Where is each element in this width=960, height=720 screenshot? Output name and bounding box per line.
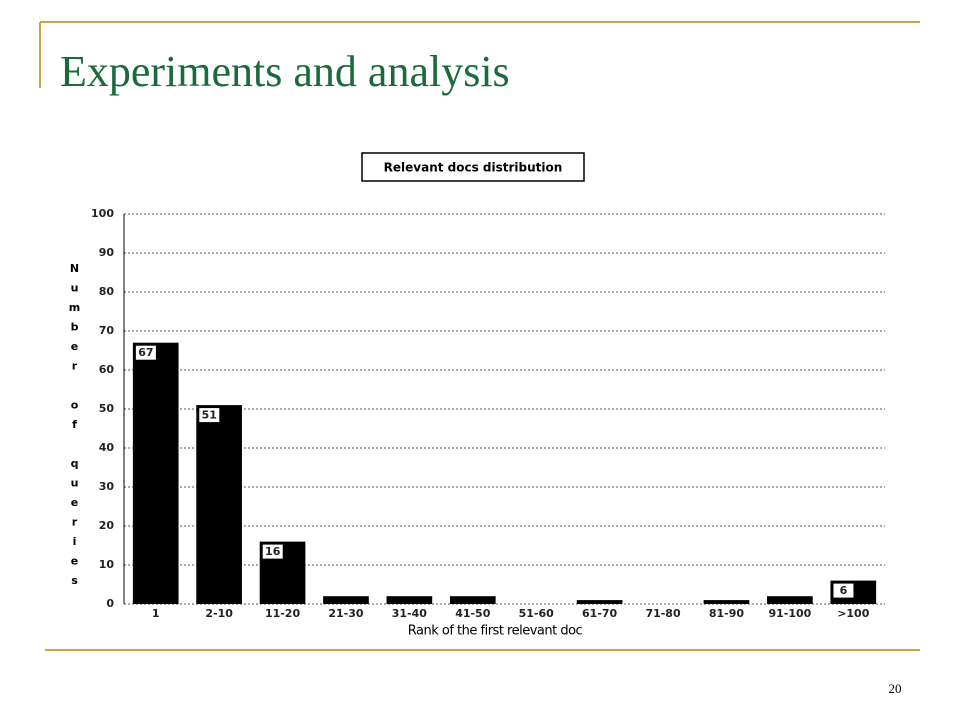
bar: [703, 600, 750, 604]
x-tick-label: 61-70: [582, 607, 618, 620]
x-tick-label: 41-50: [455, 607, 491, 620]
y-axis-label: Number of queries: [68, 262, 81, 594]
x-tick-label: 1: [152, 607, 160, 620]
x-tick-label: 2-10: [205, 607, 233, 620]
data-label-box: [833, 583, 854, 598]
data-label-box: [135, 345, 156, 360]
y-tick-label: 10: [99, 558, 115, 571]
x-tick-label: 11-20: [265, 607, 301, 620]
y-tick-label: 100: [91, 207, 114, 220]
y-tick-label: 0: [106, 597, 114, 610]
bar: [576, 600, 623, 604]
data-label: 51: [202, 409, 217, 422]
x-tick-label: 21-30: [328, 607, 364, 620]
data-label-box: [199, 408, 220, 423]
y-tick-label: 90: [99, 246, 115, 259]
bar: [132, 342, 179, 604]
chart-title-box: [361, 152, 585, 182]
bar: [386, 596, 433, 604]
x-tick-label: 31-40: [392, 607, 428, 620]
bar: [196, 405, 242, 604]
x-tick-label: 81-90: [709, 607, 745, 620]
bar: [323, 596, 369, 604]
x-tick-label: 71-80: [645, 607, 681, 620]
y-tick-label: 20: [99, 519, 115, 532]
x-axis-label: Rank of the first relevant doc: [408, 624, 583, 639]
bar: [449, 596, 496, 604]
y-tick-label: 70: [99, 324, 115, 337]
x-tick-label: 51-60: [519, 607, 555, 620]
y-tick-label: 30: [99, 480, 115, 493]
bar: [767, 596, 813, 604]
data-label-box: [262, 544, 283, 559]
data-label: 16: [265, 545, 281, 558]
y-tick-label: 50: [99, 402, 115, 415]
data-label: 67: [138, 346, 153, 359]
x-tick-label: 91-100: [768, 607, 811, 620]
chart-title: Relevant docs distribution: [384, 161, 563, 175]
slide-title: Experiments and analysis: [60, 47, 510, 96]
x-tick-label: >100: [837, 607, 870, 620]
y-tick-label: 40: [99, 441, 115, 454]
y-tick-label: 80: [99, 285, 115, 298]
y-tick-label: 60: [99, 363, 115, 376]
data-label: 6: [840, 584, 848, 597]
page-number: 20: [889, 681, 902, 696]
